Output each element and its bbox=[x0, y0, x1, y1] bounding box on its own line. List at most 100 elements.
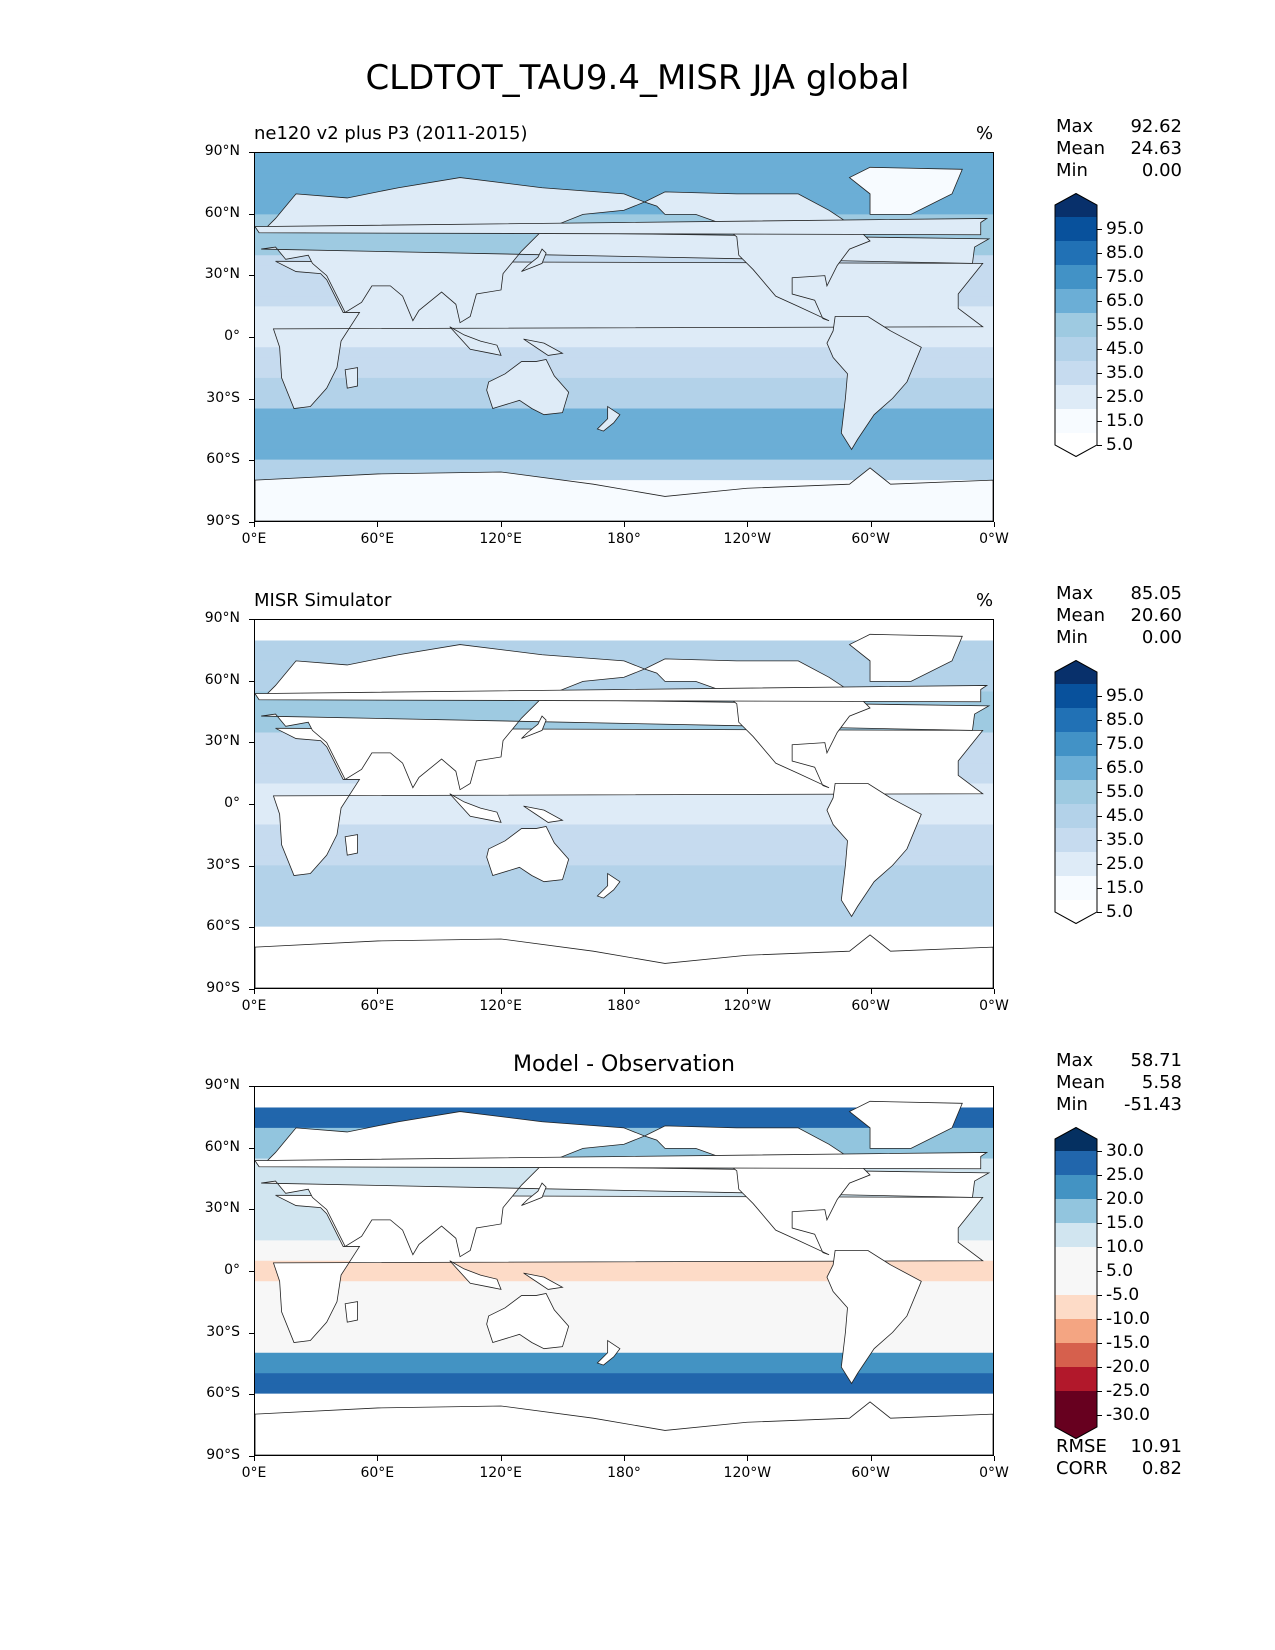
colorbar-segment bbox=[1055, 1127, 1097, 1151]
lat-tick-label: 30°N bbox=[204, 266, 240, 283]
field-band bbox=[255, 398, 993, 410]
coastline-indonesia bbox=[449, 793, 502, 823]
field-band bbox=[255, 640, 993, 652]
colorbar-segment bbox=[1055, 1391, 1097, 1415]
field-band bbox=[255, 1260, 993, 1272]
panel1-min-label: Min bbox=[1056, 160, 1088, 181]
lon-tick-mark bbox=[870, 1456, 872, 1461]
lon-tick-mark bbox=[994, 989, 995, 994]
field-band bbox=[255, 459, 993, 471]
colorbar-tick-label: 5.0 bbox=[1106, 435, 1134, 455]
colorbar-tick-mark bbox=[1097, 744, 1102, 745]
colorbar-tick-mark bbox=[1097, 325, 1102, 326]
colorbar-segment bbox=[1055, 1295, 1097, 1319]
lat-tick-mark bbox=[249, 1456, 254, 1457]
field-band bbox=[255, 418, 993, 430]
field-band bbox=[255, 844, 993, 856]
colorbar-segment bbox=[1055, 1367, 1097, 1391]
colorbar-tick-mark bbox=[1097, 720, 1102, 721]
lon-tick-label: 120°W bbox=[723, 531, 772, 547]
field-band bbox=[255, 936, 993, 948]
colorbar-tick-mark bbox=[1097, 445, 1102, 446]
colorbar-tick-label: 15.0 bbox=[1106, 411, 1144, 431]
colorbar-segment bbox=[1055, 337, 1097, 361]
coastline-europe-asia bbox=[261, 177, 991, 324]
coastline-europe-asia bbox=[261, 1111, 991, 1258]
lat-tick-label: 60°S bbox=[206, 1385, 240, 1402]
colorbar-tick-mark bbox=[1097, 1247, 1102, 1248]
colorbar-tick-label: 5.0 bbox=[1106, 902, 1134, 922]
field-band bbox=[255, 214, 993, 226]
lat-tick-mark bbox=[249, 522, 254, 523]
field-band bbox=[255, 824, 993, 836]
lon-tick-mark bbox=[500, 522, 502, 527]
colorbar-tick-mark bbox=[1097, 912, 1102, 913]
panel2-min-value: 0.00 bbox=[1141, 627, 1182, 648]
lat-tick-mark bbox=[249, 337, 254, 338]
field-band bbox=[255, 804, 993, 815]
lon-tick-mark bbox=[624, 989, 625, 994]
colorbar-tick-mark bbox=[1097, 373, 1102, 374]
colorbar-segment bbox=[1055, 361, 1097, 385]
figure-title: CLDTOT_TAU9.4_MISR JJA global bbox=[365, 58, 910, 98]
colorbar-segment bbox=[1055, 217, 1097, 241]
field-band bbox=[255, 1322, 993, 1333]
coastline-australia bbox=[486, 1293, 570, 1350]
colorbar-segment bbox=[1055, 900, 1097, 924]
lat-tick-label: 60°S bbox=[206, 918, 240, 935]
colorbar-tick-label: -25.0 bbox=[1106, 1381, 1150, 1401]
field-band bbox=[255, 469, 993, 481]
panel2-mean-value: 20.60 bbox=[1130, 605, 1182, 626]
field-band bbox=[255, 1373, 993, 1385]
colorbar-tick-mark bbox=[1097, 816, 1102, 817]
colorbar-tick-mark bbox=[1097, 349, 1102, 350]
coastline-japan bbox=[521, 715, 547, 739]
lon-tick-label: 120°W bbox=[723, 1465, 772, 1481]
lat-tick-mark bbox=[249, 865, 254, 867]
colorbar-tick-label: 75.0 bbox=[1106, 267, 1144, 287]
colorbar-tick-label: 95.0 bbox=[1106, 686, 1144, 706]
colorbar-tick-mark bbox=[1097, 1343, 1102, 1344]
field-band bbox=[255, 326, 993, 338]
panel1-min-value: 0.00 bbox=[1141, 160, 1182, 181]
lon-tick-mark bbox=[624, 522, 625, 527]
colorbar-segment bbox=[1055, 193, 1097, 217]
field-band bbox=[255, 1383, 993, 1395]
lat-tick-mark bbox=[249, 742, 254, 744]
lat-tick-mark bbox=[249, 1147, 254, 1149]
colorbar-segment bbox=[1055, 828, 1097, 852]
coastline-australia bbox=[486, 359, 570, 416]
lat-tick-mark bbox=[249, 1086, 254, 1087]
lon-tick-label: 60°E bbox=[360, 531, 395, 547]
panel3-mean-value: 5.58 bbox=[1141, 1072, 1182, 1093]
colorbar-tick-label: 15.0 bbox=[1106, 1213, 1144, 1233]
colorbar-tick-mark bbox=[1097, 253, 1102, 254]
colorbar-tick-label: -15.0 bbox=[1106, 1333, 1150, 1353]
coastline-new-zealand bbox=[596, 405, 621, 432]
field-band bbox=[255, 916, 993, 928]
panel2-map bbox=[254, 619, 994, 989]
colorbar-tick-label: 65.0 bbox=[1106, 758, 1144, 778]
rmse-label: RMSE bbox=[1056, 1436, 1107, 1457]
lon-tick-mark bbox=[377, 989, 379, 994]
coastline-new-zealand bbox=[596, 1339, 621, 1366]
field-band bbox=[255, 906, 993, 918]
panel1-stats: Max 92.62 Mean 24.63 Min 0.00 bbox=[1056, 116, 1182, 182]
panel3-max-value: 58.71 bbox=[1130, 1050, 1182, 1071]
lon-tick-label: 60°W bbox=[851, 998, 890, 1014]
panel1-colorbar: 95.0 85.0 75.0 65.0 55.0 45.0 35.0 25.0 15.0 5.0 bbox=[1054, 192, 1144, 463]
coastline-madagascar bbox=[344, 367, 358, 389]
field-band bbox=[255, 173, 993, 185]
colorbar-tick-mark bbox=[1097, 1271, 1102, 1272]
colorbar-segment bbox=[1055, 804, 1097, 828]
lon-tick-label: 180° bbox=[607, 998, 641, 1014]
colorbar-tick-label: 30.0 bbox=[1106, 1141, 1144, 1161]
coastline-south-america bbox=[826, 316, 922, 451]
lon-tick-label: 120°E bbox=[479, 998, 522, 1014]
lat-tick-label: 0° bbox=[224, 328, 240, 344]
corr-label: CORR bbox=[1056, 1458, 1108, 1479]
field-band bbox=[255, 681, 993, 693]
lon-tick-mark bbox=[870, 989, 872, 994]
lat-tick-label: 90°S bbox=[206, 980, 240, 996]
coastline-antarctica bbox=[255, 1401, 993, 1455]
